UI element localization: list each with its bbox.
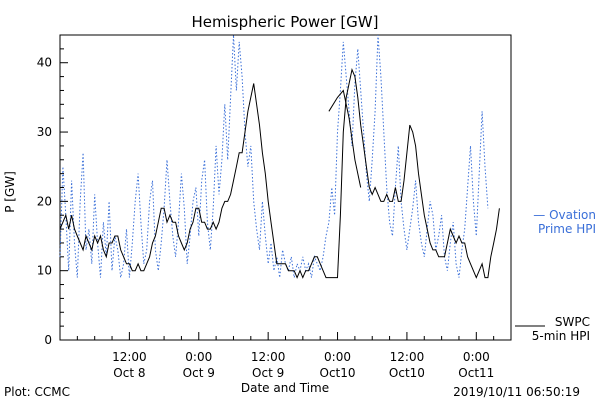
x-tick-label-date: Oct 9	[183, 366, 215, 380]
x-tick-label-time: 0:00	[463, 350, 490, 364]
series-layer	[59, 34, 500, 279]
legend: — Ovation Prime HPI SWPC 5-min HPI	[515, 208, 596, 343]
y-tick-label: 0	[44, 333, 52, 347]
legend-entry-swpc-line2: 5-min HPI	[532, 329, 590, 343]
x-tick-label-time: 0:00	[185, 350, 212, 364]
x-tick-label-date: Oct10	[320, 366, 356, 380]
y-tick-label: 20	[37, 194, 52, 208]
legend-entry-ovation-line2: Prime HPI	[538, 222, 596, 236]
footer-credit: Plot: CCMC	[4, 385, 70, 399]
x-tick-label-time: 12:00	[112, 350, 147, 364]
y-axis-label: P [GW]	[3, 171, 17, 213]
y-tick-label: 40	[37, 56, 52, 70]
x-tick-label-date: Oct10	[389, 366, 425, 380]
plot-frame	[59, 34, 512, 341]
y-tick-label: 10	[37, 264, 52, 278]
x-tick-label-time: 12:00	[251, 350, 286, 364]
series-line-2	[328, 89, 362, 188]
x-axis: 12:00 Oct 8 0:00 Oct 9 12:00 Oct 9 0:00 Oct10 12…	[76, 332, 494, 380]
footer-timestamp: 2019/10/11 06:50:19	[453, 385, 580, 399]
series-line-0	[59, 34, 489, 278]
series-line-1	[59, 68, 500, 279]
y-tick-label: 30	[37, 125, 52, 139]
x-tick-label-date: Oct 8	[113, 366, 145, 380]
y-axis: 0 10 20 30 40	[37, 48, 68, 347]
x-tick-label-date: Oct 9	[252, 366, 284, 380]
x-axis-label: Date and Time	[241, 381, 329, 395]
x-tick-label-date: Oct11	[458, 366, 494, 380]
chart-title: Hemispheric Power [GW]	[192, 13, 379, 31]
legend-entry-swpc-line1: SWPC	[555, 315, 590, 329]
x-tick-label-time: 0:00	[324, 350, 351, 364]
legend-entry-ovation-line1: — Ovation	[533, 208, 596, 222]
x-tick-label-time: 12:00	[390, 350, 425, 364]
